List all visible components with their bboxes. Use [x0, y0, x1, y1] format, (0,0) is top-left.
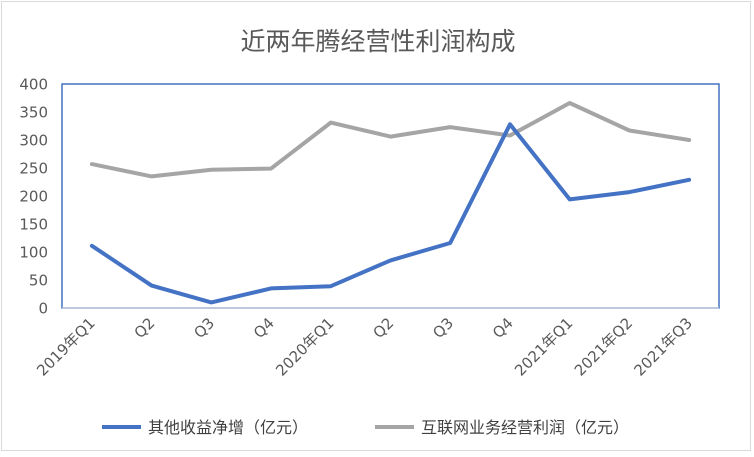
series-line-other-income: [89, 122, 692, 305]
y-tick-label: 150: [19, 216, 48, 234]
legend-label: 其他收益净增（亿元）: [148, 418, 308, 437]
x-tick-label: 2020年Q1: [272, 314, 337, 379]
series-line-internet-profit: [89, 101, 692, 179]
chart-frame: 近两年腾经营性利润构成 0 50 100 150 200 250 300 350 400 201…: [1, 1, 751, 451]
y-tick-label: 50: [29, 272, 48, 290]
x-tick-label: Q2: [369, 314, 397, 342]
y-tick-label: 350: [19, 104, 48, 122]
x-tick-label: Q3: [190, 314, 218, 342]
x-tick-label: 2021年Q2: [571, 314, 636, 379]
line-chart: 近两年腾经营性利润构成 0 50 100 150 200 250 300 350 400 201…: [19, 27, 720, 437]
chart-title: 近两年腾经营性利润构成: [240, 27, 515, 56]
y-tick-label: 0: [38, 300, 48, 318]
x-tick-label: 2021年Q3: [631, 314, 696, 379]
y-tick-label: 250: [19, 160, 48, 178]
y-tick-label: 400: [19, 76, 48, 94]
x-tick-label: Q4: [250, 314, 278, 342]
legend: 其他收益净增（亿元） 互联网业务经营利润（亿元）: [102, 418, 629, 437]
x-tick-label: Q4: [489, 314, 517, 342]
x-tick-label: 2019年Q1: [33, 314, 98, 379]
x-tick-label: 2021年Q1: [511, 314, 576, 379]
y-tick-label: 300: [19, 132, 48, 150]
y-tick-label: 200: [19, 188, 48, 206]
series-lines: [89, 101, 692, 305]
legend-label: 互联网业务经营利润（亿元）: [421, 418, 629, 437]
plot-area-border: [61, 83, 720, 309]
x-tick-label: Q3: [429, 314, 457, 342]
y-tick-label: 100: [19, 244, 48, 262]
y-axis-ticks: 0 50 100 150 200 250 300 350 400: [19, 76, 48, 318]
x-tick-label: Q2: [131, 314, 159, 342]
